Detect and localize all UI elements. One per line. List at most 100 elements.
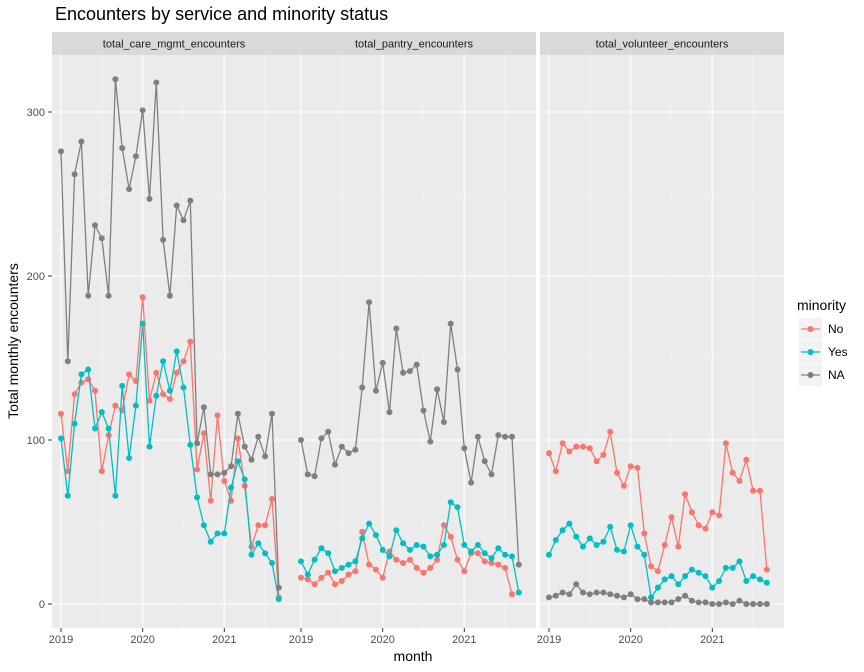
data-point-na-2020-06 [173, 202, 180, 209]
data-point-na-2021-01 [709, 601, 716, 607]
data-point-yes-2020-09 [682, 573, 689, 580]
data-point-na-2019-03 [559, 589, 566, 596]
data-point-na-2021-07 [502, 433, 509, 440]
data-point-no-2019-08 [593, 458, 600, 465]
data-point-na-2020-03 [641, 596, 648, 603]
data-point-yes-2019-08 [345, 561, 352, 568]
data-point-yes-2020-11 [695, 569, 702, 576]
data-point-yes-2020-03 [393, 527, 400, 534]
data-point-yes-2019-09 [600, 538, 607, 545]
data-point-na-2020-09 [682, 592, 689, 599]
data-point-na-2019-06 [332, 461, 338, 468]
data-point-na-2021-06 [743, 601, 750, 607]
data-point-no-2019-07 [586, 445, 593, 452]
data-point-yes-2020-04 [160, 358, 167, 365]
data-point-no-2021-03 [474, 550, 481, 557]
data-point-na-2021-09 [515, 561, 522, 568]
legend-key-point [807, 326, 814, 332]
data-point-na-2019-05 [85, 292, 92, 299]
data-point-yes-2020-07 [180, 384, 187, 391]
data-point-yes-2019-05 [325, 550, 332, 557]
data-point-yes-2020-06 [413, 542, 420, 548]
data-point-no-2020-10 [688, 509, 695, 516]
data-point-na-2021-05 [736, 597, 743, 604]
data-point-no-2020-01 [627, 463, 634, 470]
chart-title: Encounters by service and minority statu… [55, 4, 388, 24]
data-point-yes-2020-07 [668, 573, 675, 580]
data-point-no-2020-12 [214, 412, 221, 419]
data-point-yes-2020-11 [207, 538, 214, 545]
data-point-na-2020-04 [160, 236, 167, 243]
data-point-no-2021-02 [716, 512, 723, 519]
data-point-na-2020-03 [153, 79, 160, 86]
data-point-na-2021-03 [234, 410, 241, 417]
data-point-no-2020-10 [440, 522, 447, 529]
data-point-no-2019-06 [580, 443, 586, 450]
data-point-yes-2020-08 [427, 553, 434, 560]
x-tick-label: 2021 [700, 634, 724, 646]
legend-key-point [807, 349, 814, 355]
data-point-na-2020-09 [434, 386, 441, 393]
data-point-na-2020-11 [447, 320, 454, 327]
data-point-no-2019-09 [352, 568, 359, 575]
data-point-yes-2020-05 [166, 387, 173, 394]
data-point-no-2020-03 [153, 369, 160, 376]
data-point-na-2021-07 [262, 453, 269, 460]
data-point-no-2019-06 [332, 581, 338, 588]
data-point-na-2020-12 [454, 366, 461, 373]
facet-panel-2: 2019 2020 2021 total_volunteer_encounters [537, 32, 784, 646]
data-point-na-2021-04 [481, 458, 488, 465]
data-point-yes-2020-06 [173, 348, 180, 355]
data-point-no-2021-08 [269, 496, 275, 502]
data-point-no-2020-12 [454, 556, 461, 563]
data-point-no-2019-11 [614, 469, 620, 476]
panel-background [540, 55, 784, 628]
data-point-na-2021-05 [488, 471, 495, 478]
data-point-na-2021-06 [495, 432, 502, 439]
data-point-yes-2021-02 [716, 578, 723, 584]
data-point-yes-2019-11 [366, 520, 373, 527]
data-point-na-2021-02 [716, 601, 723, 607]
data-point-no-2020-04 [400, 560, 407, 566]
data-point-na-2021-06 [255, 433, 262, 440]
data-point-no-2019-07 [338, 578, 345, 584]
data-point-yes-2021-03 [474, 542, 481, 548]
data-point-na-2020-05 [406, 368, 413, 375]
data-point-na-2019-12 [620, 594, 627, 601]
data-point-no-2019-10 [359, 528, 366, 535]
data-point-no-2019-11 [126, 371, 133, 378]
data-point-no-2019-12 [372, 566, 379, 573]
data-point-yes-2021-05 [248, 551, 255, 558]
data-point-yes-2019-03 [71, 420, 78, 427]
data-point-no-2019-12 [620, 482, 627, 489]
facet-strip [52, 32, 296, 55]
data-point-no-2021-05 [488, 560, 495, 566]
data-point-no-2021-04 [729, 469, 736, 476]
data-point-yes-2020-07 [420, 543, 427, 550]
data-point-yes-2021-02 [228, 484, 235, 491]
legend-key-point [807, 372, 814, 378]
data-point-no-2019-05 [573, 443, 580, 450]
data-point-na-2020-06 [661, 599, 668, 606]
data-point-no-2019-09 [112, 402, 119, 409]
data-point-no-2020-12 [702, 525, 709, 532]
data-point-yes-2021-08 [509, 553, 515, 560]
data-point-no-2019-02 [64, 468, 71, 475]
data-point-na-2019-05 [325, 428, 332, 435]
data-point-no-2019-03 [71, 391, 78, 398]
data-point-yes-2021-01 [709, 584, 716, 591]
data-point-yes-2019-12 [372, 532, 379, 539]
y-tick-label: 300 [27, 107, 45, 119]
x-tick-label: 2019 [289, 634, 313, 646]
data-point-yes-2021-07 [750, 573, 757, 580]
data-point-na-2019-01 [58, 148, 64, 155]
data-point-yes-2021-04 [481, 550, 488, 557]
data-point-no-2021-05 [736, 478, 743, 484]
data-point-yes-2019-01 [298, 558, 304, 565]
data-point-yes-2019-02 [304, 571, 311, 578]
data-point-na-2020-07 [420, 407, 427, 414]
data-point-na-2019-07 [586, 591, 593, 598]
facet-panels: 2019 2020 2021total_care_mgmt_encounters20… [27, 32, 784, 646]
data-point-yes-2021-01 [461, 542, 468, 548]
facet-strip-label: total_care_mgmt_encounters [103, 39, 246, 51]
